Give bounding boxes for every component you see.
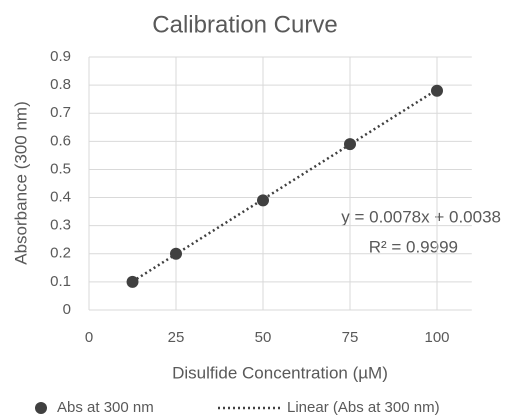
- data-point: [344, 138, 356, 151]
- trendline-r-squared: R² = 0.9999: [369, 237, 458, 256]
- chart-title: Calibration Curve: [152, 11, 337, 38]
- y-tick-label: 0.2: [50, 245, 71, 262]
- legend-label: Abs at 300 nm: [57, 399, 154, 416]
- x-tick-label: 0: [85, 329, 93, 346]
- y-tick-label: 0.8: [50, 76, 71, 93]
- data-point: [126, 275, 139, 288]
- legend-marker: [35, 402, 47, 414]
- y-axis-label: Absorbance (300 nm): [11, 101, 30, 264]
- x-tick-label: 75: [342, 329, 359, 346]
- y-tick-label: 0.9: [50, 48, 71, 65]
- x-tick-label: 25: [168, 329, 185, 346]
- x-axis-label: Disulfide Concentration (µM): [172, 363, 388, 382]
- y-tick-label: 0.4: [50, 189, 71, 206]
- y-tick-label: 0.6: [50, 132, 71, 149]
- x-tick-label: 50: [255, 329, 272, 346]
- data-point: [170, 247, 182, 260]
- data-point: [257, 194, 269, 207]
- x-tick-label: 100: [424, 329, 449, 346]
- y-tick-label: 0.7: [50, 104, 71, 121]
- legend-label: Linear (Abs at 300 nm): [287, 399, 440, 416]
- trendline-equation: y = 0.0078x + 0.0038: [341, 207, 501, 226]
- y-tick-label: 0.5: [50, 160, 71, 177]
- y-tick-label: 0: [63, 301, 71, 318]
- y-tick-label: 0.3: [50, 217, 71, 234]
- data-point: [431, 84, 443, 97]
- y-tick-label: 0.1: [50, 273, 71, 290]
